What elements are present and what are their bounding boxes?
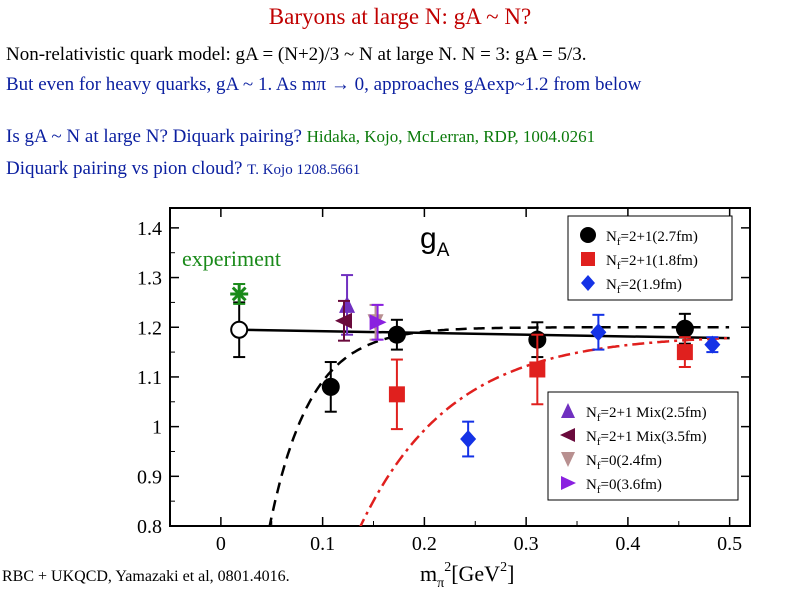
x-tick-label: 0.3 <box>514 533 539 555</box>
legend-top-label: Nf=2+1(1.8fm) <box>606 253 698 272</box>
data-point-star <box>230 284 249 303</box>
x-tick-label: 0 <box>216 533 226 555</box>
pion-cloud-reference: T. Kojo 1208.5661 <box>247 162 361 178</box>
data-point-circle <box>675 319 694 338</box>
data-point-diamond <box>460 430 477 449</box>
legend-bottom-label: Nf=2+1 Mix(2.5fm) <box>586 405 707 424</box>
chart-title: gA <box>420 222 450 261</box>
legend-bottom-box <box>547 391 739 501</box>
data-credit: RBC + UKQCD, Yamazaki et al, 0801.4016. <box>2 568 290 585</box>
data-point-circle <box>321 377 340 396</box>
pion-cloud-text: Diquark pairing vs pion cloud? <box>6 158 243 179</box>
legend-top-marker <box>580 227 596 243</box>
legend-top-box <box>567 215 733 301</box>
slide-title: Baryons at large N: gA ~ N? <box>268 4 532 29</box>
data-point-square <box>388 386 405 403</box>
data-point-triangle-up <box>339 295 356 313</box>
legend-bottom-label: Nf=2+1 Mix(3.5fm) <box>586 429 707 448</box>
diquark-question: Is gA ~ N at large N? Diquark pairing? H… <box>6 126 595 148</box>
y-tick-label: 1.3 <box>137 268 162 290</box>
legend-top-label: Nf=2+1(2.7fm) <box>606 229 698 248</box>
fit-curve-solid <box>239 328 730 340</box>
data-point-open-circle <box>230 320 249 339</box>
x-tick-label: 0.1 <box>310 533 335 555</box>
x-tick-label: 0.5 <box>717 533 742 555</box>
data-point-circle <box>387 325 406 344</box>
x-axis-label: mπ2[GeV2] <box>420 560 514 591</box>
y-tick-label: 1.1 <box>137 367 162 389</box>
diquark-reference: Hidaka, Kojo, McLerran, RDP, 1004.0261 <box>306 127 596 146</box>
y-tick-label: 0.8 <box>137 516 162 538</box>
data-point-diamond <box>704 335 721 354</box>
legend-bottom-marker <box>561 476 576 490</box>
x-tick-label: 0.4 <box>615 533 640 555</box>
data-point-star-stroke <box>231 286 247 302</box>
pion-cloud-question: Diquark pairing vs pion cloud? T. Kojo 1… <box>6 158 360 180</box>
legend-bottom-marker <box>560 428 575 442</box>
data-point-triangle-right <box>369 314 387 331</box>
y-tick-label: 1.2 <box>137 317 162 339</box>
y-tick-label: 0.9 <box>137 466 162 488</box>
x-tick-label: 0.2 <box>412 533 437 555</box>
fit-curve-dashdot <box>359 336 730 526</box>
plot-frame <box>169 207 751 527</box>
fit-curve-dashed <box>268 326 730 526</box>
legend-bottom-label: Nf=0(2.4fm) <box>586 453 662 472</box>
data-point-triangle-left <box>335 312 352 329</box>
data-point-square <box>529 361 546 378</box>
legend-top-marker <box>581 252 595 266</box>
data-point-square <box>676 344 693 361</box>
experiment-label: experiment <box>182 246 281 271</box>
ga-chart: 0 0.1 0.2 0.3 0.4 0.5 0.8 0.9 1 1.1 1.2 1.3 1.4 gA mπ2… <box>137 207 751 591</box>
heavy-quark-text: But even for heavy quarks, gA ~ 1. As mπ… <box>6 74 642 95</box>
legend-top-label: Nf=2(1.9fm) <box>606 277 682 296</box>
quark-model-text: Non-relativistic quark model: gA = (N+2)… <box>6 44 587 65</box>
legend-bottom-label: Nf=0(3.6fm) <box>586 477 662 496</box>
y-tick-label: 1 <box>152 417 162 439</box>
legend-top-marker <box>581 275 595 291</box>
legend-bottom-marker <box>561 452 575 467</box>
legend-bottom-marker <box>561 403 575 418</box>
y-tick-label: 1.4 <box>137 218 162 240</box>
diquark-question-text: Is gA ~ N at large N? Diquark pairing? <box>6 126 302 147</box>
data-point-diamond <box>590 323 607 342</box>
